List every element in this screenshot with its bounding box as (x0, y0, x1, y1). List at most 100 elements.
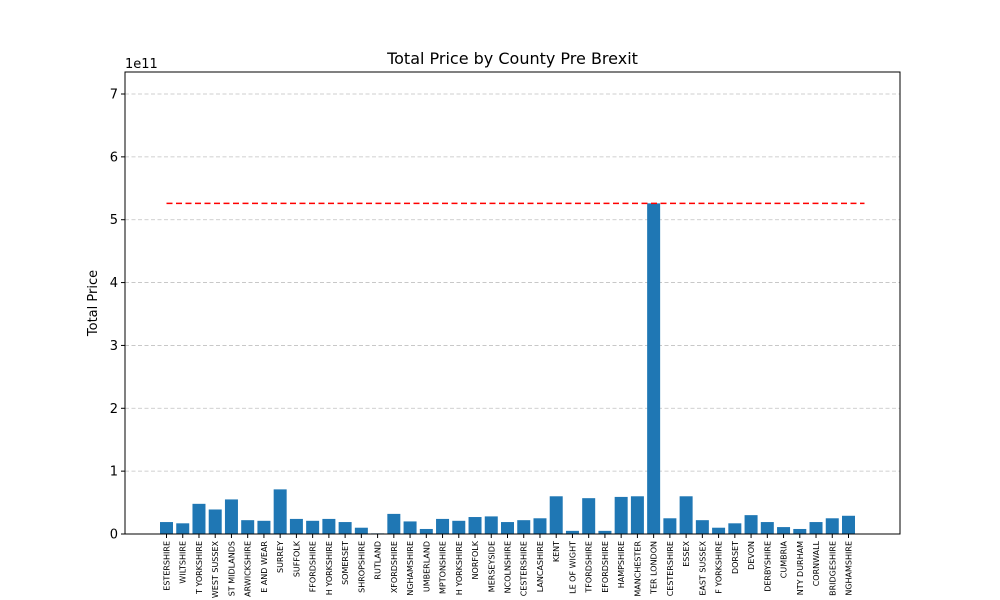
x-tick-label-13: RUTLAND (374, 541, 383, 580)
x-tick-label-36: DEVON (747, 541, 756, 570)
x-tick-label-15: NGHAMSHIRE (406, 541, 415, 596)
x-tick-label-19: NORFOLK (471, 540, 480, 579)
chart-title: Total Price by County Pre Brexit (386, 49, 638, 68)
plot-frame (124, 71, 901, 535)
bar-20 (484, 516, 498, 534)
x-tick-label-38: CUMBRIA (780, 540, 789, 578)
x-tick-label-5: ARWICKSHIRE (244, 541, 253, 597)
bar-11 (338, 522, 352, 534)
bar-1 (176, 523, 190, 534)
y-axis-offset-text: 1e11 (125, 57, 158, 72)
x-tick-label-4: ST MIDLANDS (227, 541, 236, 596)
bar-2 (192, 503, 206, 534)
x-tick-label-42: NGHAMSHIRE (845, 541, 854, 596)
x-tick-label-31: CESTERSHIRE (666, 541, 675, 596)
x-tick-label-32: ESSEX (682, 540, 691, 566)
bar-0 (160, 522, 173, 534)
bar-23 (533, 518, 547, 534)
x-tick-label-30: TER LONDON (650, 541, 659, 595)
x-tick-label-1: WILTSHIRE (179, 541, 188, 584)
bar-34 (712, 527, 726, 534)
bar-14 (387, 513, 401, 534)
bar-29 (630, 496, 644, 534)
x-tick-label-21: NCOLNSHIRE (504, 541, 513, 593)
bar-27 (598, 530, 612, 534)
x-tick-label-10: H YORKSHIRE (325, 541, 334, 595)
bar-26 (582, 498, 596, 534)
x-tick-label-26: TFORDSHIRE (585, 541, 594, 594)
y-axis-label: Total Price (86, 270, 101, 337)
x-tick-label-22: CESTERSHIRE (520, 541, 529, 596)
bar-24 (549, 496, 563, 534)
bar-41 (825, 518, 839, 534)
x-tick-label-27: EFORDSHIRE (601, 541, 610, 593)
x-tick-label-28: HAMPSHIRE (617, 541, 626, 588)
y-tick-label-5: 5 (110, 213, 118, 228)
bar-32 (679, 496, 693, 534)
y-axis-ticks: 0 1 2 3 4 5 6 7 (110, 88, 125, 543)
bar-28 (614, 496, 628, 534)
y-tick-label-4: 4 (110, 276, 118, 291)
bar-30 (647, 203, 661, 534)
bar-40 (809, 522, 823, 534)
gridlines (125, 93, 900, 472)
x-tick-label-14: XFORDSHIRE (390, 541, 399, 593)
x-tick-label-40: CORNWALL (812, 540, 821, 586)
bar-7 (273, 489, 287, 534)
x-tick-label-6: E AND WEAR (260, 541, 269, 593)
bar-22 (517, 520, 531, 534)
x-tick-label-24: KENT (552, 541, 561, 562)
bar-37 (760, 522, 774, 534)
bar-12 (354, 527, 368, 534)
bar-18 (452, 520, 466, 534)
x-tick-label-8: SUFFOLK (292, 540, 301, 577)
x-tick-label-20: MERSEYSIDE (487, 541, 496, 592)
x-tick-label-33: EAST SUSSEX (698, 540, 707, 595)
y-tick-label-3: 3 (110, 339, 118, 354)
y-tick-label-0: 0 (110, 528, 118, 543)
x-tick-label-23: LANCASHIRE (536, 541, 545, 592)
bar-31 (663, 518, 677, 534)
bar-16 (419, 528, 433, 534)
x-tick-label-0: ESTERSHIRE (163, 541, 172, 591)
y-tick-label-1: 1 (110, 465, 118, 480)
bars (160, 203, 855, 534)
bar-38 (777, 527, 791, 534)
x-tick-label-16: UMBERLAND (422, 541, 431, 592)
bar-19 (468, 517, 482, 534)
bar-9 (306, 520, 320, 534)
x-tick-label-39: NTY DURHAM (796, 541, 805, 595)
x-axis-ticks: ESTERSHIRE WILTSHIRE T YORKSHIRE WEST SUSSE… (163, 534, 854, 598)
x-tick-label-3: WEST SUSSEX (211, 540, 220, 598)
y-tick-label-6: 6 (110, 150, 118, 165)
x-tick-label-41: BRIDGESHIRE (828, 541, 837, 596)
x-tick-label-37: DERBYSHIRE (763, 541, 772, 592)
bar-17 (436, 518, 450, 534)
x-tick-label-12: SHROPSHIRE (357, 541, 366, 593)
x-tick-label-7: SURREY (276, 541, 285, 573)
bar-10 (322, 518, 336, 534)
bar-6 (257, 520, 271, 534)
bar-39 (793, 528, 807, 534)
bar-21 (501, 522, 514, 534)
bar-36 (744, 515, 758, 534)
bar-4 (224, 499, 238, 534)
x-tick-label-11: SOMERSET (341, 541, 350, 585)
x-tick-label-29: MANCHESTER (633, 541, 642, 597)
bar-5 (241, 520, 255, 534)
bar-42 (842, 515, 855, 534)
x-tick-label-35: DORSET (731, 541, 740, 574)
x-tick-label-34: F YORKSHIRE (715, 541, 724, 594)
x-tick-label-18: H YORKSHIRE (455, 541, 464, 595)
bar-3 (208, 509, 222, 534)
y-tick-label-7: 7 (110, 88, 118, 103)
x-tick-label-17: MPTONSHIRE (439, 541, 448, 594)
x-tick-label-2: T YORKSHIRE (195, 541, 204, 595)
x-tick-label-9: FFORDSHIRE (309, 541, 318, 592)
y-tick-label-2: 2 (110, 402, 118, 417)
bar-35 (728, 523, 742, 534)
bar-25 (565, 530, 579, 534)
x-tick-label-25: LE OF WIGHT (568, 541, 577, 594)
bar-15 (403, 521, 417, 534)
